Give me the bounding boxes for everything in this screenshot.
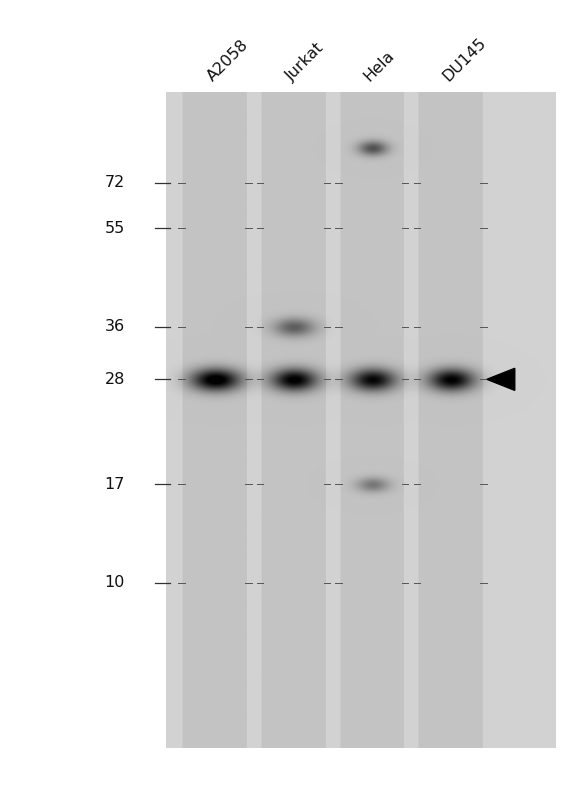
Text: DU145: DU145: [440, 35, 489, 84]
Text: 10: 10: [105, 575, 125, 590]
Text: 36: 36: [105, 319, 125, 334]
Text: 55: 55: [105, 221, 125, 236]
Polygon shape: [487, 368, 515, 390]
Text: 28: 28: [105, 372, 125, 387]
Text: Hela: Hela: [361, 48, 397, 84]
Text: 17: 17: [105, 477, 125, 492]
Text: Jurkat: Jurkat: [283, 40, 327, 84]
Text: 72: 72: [105, 175, 125, 190]
Text: A2058: A2058: [205, 37, 252, 84]
